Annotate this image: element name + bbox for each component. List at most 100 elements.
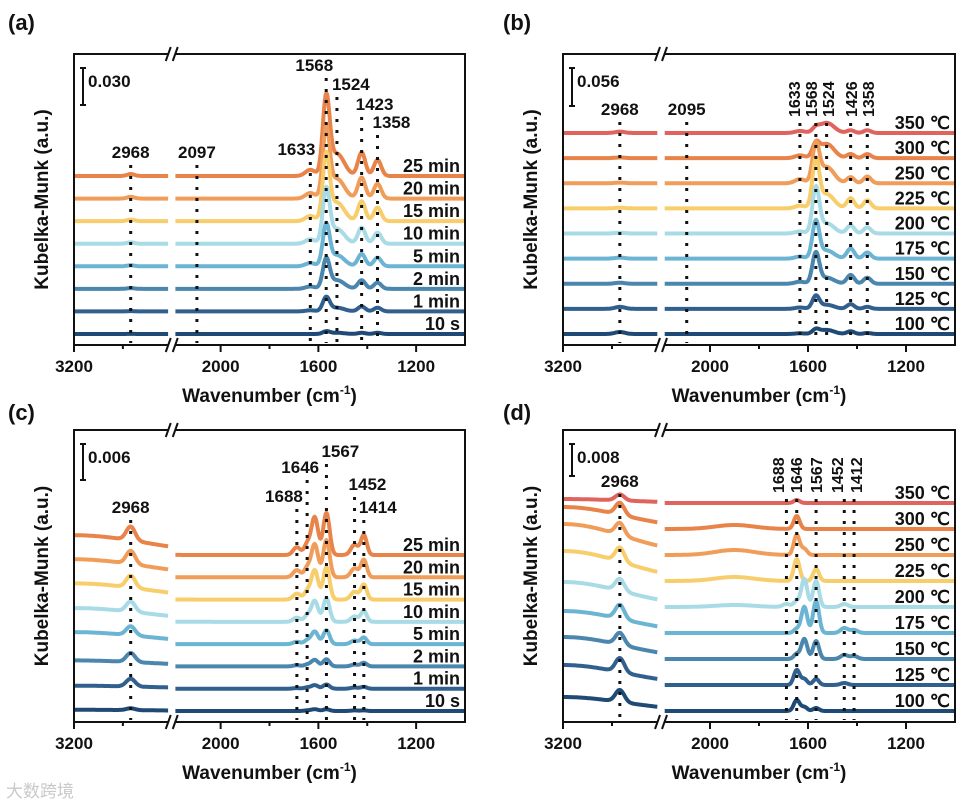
x-axis-title: Wavenumber (cm-1) <box>182 383 357 407</box>
spectrum-line <box>562 326 957 336</box>
panel-d: (d) 350 ℃ 300 ℃ 250 ℃ 225 ℃ 200 ℃ 175 ℃ 150 ℃ 12… <box>503 400 957 784</box>
peak-label: 2968 <box>112 143 150 162</box>
spectrum-line <box>562 139 957 186</box>
axis-break-gap <box>657 720 665 724</box>
series-label: 150 ℃ <box>895 639 950 659</box>
spectrum-line <box>73 123 467 201</box>
x-tick-label: 2000 <box>691 734 729 753</box>
series-label: 20 min <box>403 179 460 199</box>
axis-break-mark <box>164 46 172 62</box>
peak-label: 2097 <box>178 143 216 162</box>
peak-label: 1633 <box>277 140 315 159</box>
spectrum-line <box>562 293 957 311</box>
spectrum-line <box>73 294 467 314</box>
spectrum-line <box>73 510 467 557</box>
series-label: 100 ℃ <box>895 314 950 334</box>
axis-break-gap <box>167 343 176 347</box>
series-label: 225 ℃ <box>895 561 950 581</box>
peak-label: 1567 <box>809 457 826 493</box>
series-label: 10 min <box>403 602 460 622</box>
panel-label: (b) <box>503 10 531 35</box>
spectrum-line <box>73 624 467 647</box>
axis-break-mark <box>654 422 661 438</box>
axis-break-mark <box>661 46 668 62</box>
peak-label: 1688 <box>265 487 303 506</box>
x-tick-label: 2000 <box>202 357 240 376</box>
series-label: 1 min <box>413 291 460 311</box>
spectrum-line <box>73 220 467 269</box>
spectrum-line <box>562 249 957 286</box>
peak-label: 1358 <box>861 81 878 117</box>
series-label: 125 ℃ <box>895 289 950 309</box>
x-tick-label: 1200 <box>887 734 925 753</box>
scale-bar-label: 0.056 <box>577 72 620 91</box>
watermark-logo: 大数跨境 <box>6 782 74 801</box>
axis-break-mark <box>654 714 661 730</box>
scale-bar-label: 0.030 <box>88 72 131 91</box>
spectrum-line <box>73 91 467 178</box>
spectrum-line <box>73 565 467 602</box>
x-axis-title-text: Wavenumber (cm <box>182 763 340 784</box>
x-tick-label: 1600 <box>789 734 827 753</box>
axis-break-mark <box>661 337 668 353</box>
x-tick-label: 3200 <box>55 357 93 376</box>
series-label: 15 min <box>403 201 460 221</box>
peak-label: 1452 <box>830 457 847 493</box>
spectrum-line <box>562 687 957 713</box>
axis-break-mark <box>164 714 172 730</box>
peak-label: 1426 <box>844 81 861 117</box>
series-label: 300 ℃ <box>895 138 950 158</box>
spectrum-line <box>562 520 957 557</box>
series-label: 200 ℃ <box>895 587 950 607</box>
axis-break-gap <box>657 428 665 432</box>
series-label: 125 ℃ <box>895 665 950 685</box>
series-label: 350 ℃ <box>895 483 950 503</box>
x-tick-label: 1600 <box>299 734 337 753</box>
x-axis-title: Wavenumber (cm-1) <box>672 760 847 784</box>
peak-label: 1633 <box>787 81 804 117</box>
series-label: 225 ℃ <box>895 188 950 208</box>
peak-label: 1414 <box>359 498 397 517</box>
spectrum-line <box>73 255 467 291</box>
panel-label: (d) <box>503 400 531 425</box>
series-label: 175 ℃ <box>895 613 950 633</box>
series-label: 20 min <box>403 557 460 577</box>
series-label: 175 ℃ <box>895 239 950 259</box>
panel-label: (c) <box>8 400 35 425</box>
peak-label: 1423 <box>356 95 394 114</box>
axis-break-mark <box>171 337 179 353</box>
series-label: 300 ℃ <box>895 509 950 529</box>
series-label: 10 min <box>403 224 460 244</box>
x-axis-title-text: Wavenumber (cm <box>672 763 830 784</box>
peak-label: 1452 <box>349 475 387 494</box>
x-axis-title-end: ) <box>351 763 357 784</box>
series-label: 250 ℃ <box>895 535 950 555</box>
axis-break-mark <box>171 46 179 62</box>
series-label: 200 ℃ <box>895 214 950 234</box>
spectrum-line <box>562 656 957 687</box>
peak-label: 1568 <box>804 81 821 117</box>
axis-break-gap <box>657 343 665 347</box>
peak-label: 1567 <box>321 442 359 461</box>
x-tick-label: 2000 <box>691 357 729 376</box>
peak-label: 1688 <box>771 457 788 493</box>
x-axis-title-text: Wavenumber (cm <box>182 386 340 407</box>
spectrum-line <box>562 155 957 211</box>
peak-label: 1358 <box>373 113 411 132</box>
spectrum-line <box>562 599 957 635</box>
axis-break-gap <box>167 720 176 724</box>
series-label: 100 ℃ <box>895 691 950 711</box>
peak-label: 2968 <box>112 498 150 517</box>
y-axis-title: Kubelka-Munk (a.u.) <box>32 109 53 290</box>
peak-label: 1646 <box>789 457 806 493</box>
series-label: 25 min <box>403 156 460 176</box>
x-axis-title-superscript: -1 <box>829 760 840 774</box>
series-label: 2 min <box>413 269 460 289</box>
y-axis-title: Kubelka-Munk (a.u.) <box>521 486 542 667</box>
spectrum-line <box>73 329 467 336</box>
spectrum-line <box>562 576 957 609</box>
x-axis-title: Wavenumber (cm-1) <box>182 760 357 784</box>
x-axis-title-end: ) <box>840 763 846 784</box>
